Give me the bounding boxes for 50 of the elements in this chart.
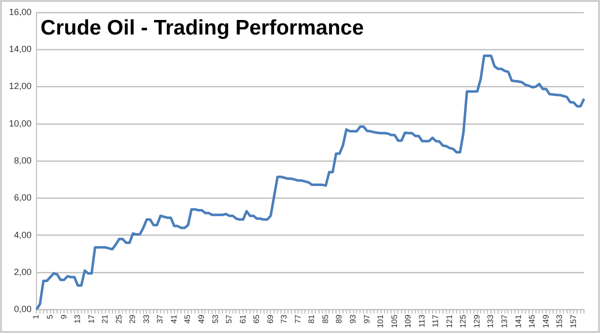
x-tick-label: 1 [32,314,41,320]
x-tick-label: 153 [555,314,564,328]
y-tick-label: 8,00 [14,156,32,166]
x-tick-label: 37 [156,314,165,324]
x-tick-label: 29 [128,314,138,324]
y-tick-label: 10,00 [8,118,32,128]
x-tick-label: 133 [486,314,496,328]
x-tick-label: 5 [46,314,54,320]
chart-title: Crude Oil - Trading Performance [40,16,364,40]
x-tick-label: 141 [514,314,523,328]
x-tick-label: 97 [362,314,372,324]
x-tick-label: 21 [100,314,110,324]
y-tick-label: 2,00 [14,266,32,277]
x-tick-label: 121 [444,314,454,328]
x-tick-label: 157 [568,314,578,328]
x-tick-label: 33 [142,314,151,324]
x-tick-label: 113 [417,314,426,328]
x-tick-label: 145 [528,314,537,328]
x-tick-label: 77 [293,314,302,324]
y-tick-label: 6,00 [14,192,32,203]
x-tick-label: 53 [210,314,220,324]
x-tick-label: 89 [334,314,344,324]
x-tick-label: 49 [197,314,206,324]
x-tick-label: 57 [224,314,234,324]
x-tick-label: 45 [183,314,192,324]
x-tick-label: 117 [431,314,440,328]
y-tick-label: 4,00 [14,230,32,240]
x-tick-label: 101 [376,314,386,328]
x-tick-label: 149 [541,314,550,328]
y-tick-label: 16,00 [8,6,32,17]
x-tick-label: 109 [404,314,413,328]
x-tick-label: 13 [73,314,82,324]
x-tick-label: 69 [266,314,275,324]
x-tick-label: 81 [307,314,316,324]
y-tick-label: 0,00 [14,304,32,314]
y-tick-label: 12,00 [8,81,32,92]
x-tick-label: 17 [86,314,96,324]
x-tick-label: 9 [59,314,68,320]
x-tick-label: 25 [114,314,124,324]
x-tick-label: 93 [348,314,358,324]
x-tick-label: 61 [238,314,248,324]
x-tick-label: 65 [252,314,262,324]
x-tick-label: 105 [390,314,399,328]
x-tick-label: 73 [280,314,289,324]
x-tick-label: 125 [458,314,468,328]
x-tick-label: 41 [169,314,178,324]
y-tick-label: 14,00 [8,44,32,54]
x-tick-label: 85 [320,314,330,324]
x-tick-label: 137 [500,314,510,328]
x-tick-label: 129 [472,314,482,328]
